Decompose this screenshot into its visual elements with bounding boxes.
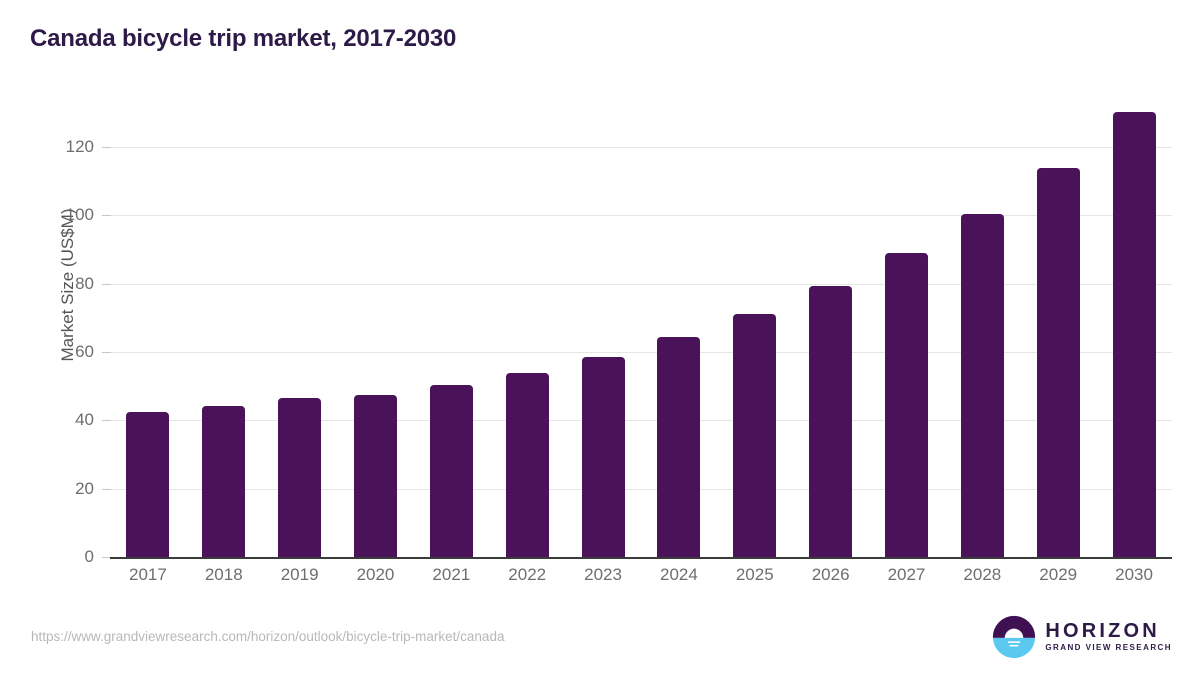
logo-title: HORIZON bbox=[1045, 619, 1160, 642]
y-tick-mark bbox=[102, 147, 111, 148]
y-tick-label: 40 bbox=[75, 410, 94, 430]
horizon-logo-icon bbox=[993, 615, 1036, 659]
bar[interactable] bbox=[1036, 167, 1080, 557]
bar[interactable] bbox=[126, 411, 170, 557]
x-tick-label: 2025 bbox=[735, 565, 774, 584]
bar[interactable] bbox=[1112, 112, 1156, 557]
x-tick-label: 2021 bbox=[432, 565, 471, 584]
bar[interactable] bbox=[809, 285, 853, 557]
grid-line bbox=[110, 283, 1172, 285]
x-tick-label: 2019 bbox=[280, 565, 319, 584]
grid-line bbox=[110, 352, 1172, 353]
y-tick-label: 100 bbox=[65, 205, 94, 225]
x-tick-label: 2030 bbox=[1115, 565, 1153, 584]
x-tick-label: 2026 bbox=[811, 565, 850, 584]
y-tick-label: 60 bbox=[75, 342, 94, 361]
bar[interactable] bbox=[657, 337, 701, 557]
y-tick-label: 80 bbox=[75, 273, 94, 293]
x-tick-label: 2018 bbox=[204, 565, 243, 584]
bar[interactable] bbox=[354, 395, 397, 557]
x-tick-label: 2029 bbox=[1039, 565, 1078, 584]
x-tick-label: 2020 bbox=[356, 565, 395, 584]
logo-tagline: GRAND VIEW RESEARCH bbox=[1045, 642, 1172, 652]
x-axis-baseline bbox=[110, 557, 1172, 559]
source-url[interactable]: https://www.grandviewresearch.com/horizo… bbox=[31, 629, 505, 644]
x-tick-label: 2017 bbox=[129, 565, 167, 584]
grid-line bbox=[110, 488, 1172, 490]
y-tick-label: 20 bbox=[75, 478, 94, 498]
grid-line bbox=[110, 420, 1172, 422]
bar[interactable] bbox=[581, 357, 625, 557]
bar[interactable] bbox=[960, 213, 1004, 557]
bar[interactable] bbox=[885, 252, 928, 557]
x-tick-label: 2022 bbox=[508, 565, 547, 584]
bar[interactable] bbox=[429, 385, 473, 557]
grid-line bbox=[110, 215, 1172, 217]
y-tick-label: 0 bbox=[84, 547, 94, 566]
x-tick-label: 2023 bbox=[584, 565, 622, 584]
bar[interactable] bbox=[202, 405, 246, 557]
bar[interactable] bbox=[505, 372, 549, 557]
x-tick-label: 2028 bbox=[963, 565, 1002, 584]
y-tick-mark bbox=[102, 215, 111, 217]
bar[interactable] bbox=[733, 313, 777, 557]
y-tick-mark bbox=[102, 283, 111, 285]
y-tick-mark bbox=[102, 420, 111, 422]
grid-line bbox=[110, 147, 1172, 148]
x-tick-label: 2024 bbox=[660, 565, 698, 584]
x-tick-label: 2027 bbox=[887, 565, 926, 584]
y-tick-label: 120 bbox=[65, 137, 94, 156]
y-tick-mark bbox=[102, 352, 111, 353]
horizon-logo-text: HORIZON GRAND VIEW RESEARCH bbox=[1045, 619, 1172, 653]
bar[interactable] bbox=[278, 398, 322, 557]
y-tick-mark bbox=[102, 488, 111, 490]
horizon-logo[interactable]: HORIZON GRAND VIEW RESEARCH bbox=[992, 614, 1172, 660]
y-tick-mark bbox=[102, 557, 111, 558]
page-title: Canada bicycle trip market, 2017-2030 bbox=[30, 25, 457, 52]
